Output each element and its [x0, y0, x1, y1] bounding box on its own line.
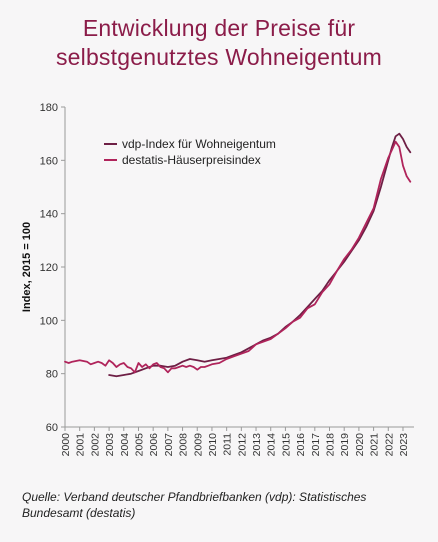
x-tick-label: 2011: [222, 433, 234, 456]
x-tick-label: 2007: [163, 433, 175, 457]
x-tick-label: 2002: [89, 433, 101, 457]
x-tick-label: 2016: [295, 433, 307, 457]
x-tick-label: 2004: [119, 433, 131, 457]
y-tick-label: 140: [40, 209, 58, 221]
x-tick-label: 2023: [398, 433, 410, 457]
x-tick-label: 2009: [192, 433, 204, 457]
x-tick-label: 2003: [104, 433, 116, 457]
series-line-2: [64, 140, 412, 374]
source-note-line-2: Bundesamt (destatis): [22, 506, 136, 520]
chart-axes: 60 80 100 120 140 160 180 Index, 2015 = 100 2000…: [21, 102, 414, 456]
y-tick-label: 120: [40, 262, 58, 274]
x-tick-label: 2014: [266, 433, 278, 457]
x-tick-label: 2005: [133, 433, 145, 457]
x-tick-label: 2006: [148, 433, 160, 457]
x-tick-label: 2013: [251, 433, 263, 457]
x-tick-label: 2019: [339, 433, 351, 457]
y-tick-label: 180: [40, 102, 58, 114]
chart-series-lines: [64, 132, 412, 378]
source-note-line-1: Quelle: Verband deutscher Pfandbriefbank…: [22, 490, 367, 504]
chart-legend: vdp-Index für Wohneigentum destatis-Häuse…: [104, 137, 276, 167]
chart-title: Entwicklung der Preise für selbstgenutzt…: [0, 14, 438, 72]
legend-label-1: vdp-Index für Wohneigentum: [122, 137, 276, 151]
legend-label-2: destatis-Häuserpreisindex: [122, 153, 261, 167]
y-tick-label: 60: [46, 422, 58, 434]
y-tick-label: 80: [46, 369, 58, 381]
x-tick-label: 2012: [236, 433, 248, 457]
x-tick-label: 2018: [325, 433, 337, 457]
x-tick-label: 2020: [354, 433, 366, 457]
y-tick-label: 160: [40, 155, 58, 167]
source-note: Quelle: Verband deutscher Pfandbriefbank…: [22, 489, 422, 521]
x-tick-label: 2021: [369, 433, 381, 457]
series-line-1: [108, 132, 412, 378]
chart-title-line-2: selbstgenutztes Wohneigentum: [55, 44, 383, 70]
y-axis-title: Index, 2015 = 100: [21, 222, 33, 312]
x-tick-label: 2017: [310, 433, 322, 457]
x-tick-label: 2010: [207, 433, 219, 457]
x-tick-label: 2022: [383, 433, 395, 457]
x-tick-label: 2008: [178, 433, 190, 457]
chart-title-line-1: Entwicklung der Preise für: [82, 15, 356, 41]
x-tick-label: 2001: [75, 433, 87, 457]
x-tick-label: 2015: [280, 433, 292, 457]
y-tick-label: 100: [40, 315, 58, 327]
x-tick-label: 2000: [60, 433, 72, 457]
